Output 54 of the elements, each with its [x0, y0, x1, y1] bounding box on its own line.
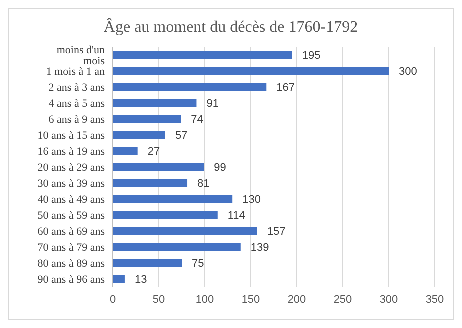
y-tick-label: 1 mois à 1 an	[46, 66, 106, 78]
x-tick-label: 250	[334, 294, 352, 306]
bar	[113, 259, 182, 267]
y-tick-label: 80 ans à 89 ans	[38, 258, 105, 270]
bar	[113, 99, 197, 107]
bar	[113, 195, 233, 203]
x-tick-label: 350	[426, 294, 444, 306]
data-label: 13	[134, 274, 148, 286]
x-tick-label: 100	[196, 294, 214, 306]
x-tick-label: 0	[110, 294, 116, 306]
data-label: 139	[250, 242, 270, 254]
x-tick-label: 300	[380, 294, 398, 306]
y-tick-label: moins d'un mois	[56, 44, 106, 68]
data-label: 27	[148, 146, 160, 158]
bar	[113, 147, 138, 155]
y-tick-label: 50 ans à 59 ans	[38, 210, 105, 222]
bar	[113, 83, 267, 91]
bar	[113, 211, 218, 219]
x-tick-label: 50	[152, 294, 166, 306]
data-label: 91	[206, 98, 219, 110]
bar	[113, 131, 166, 139]
data-label: 167	[276, 82, 295, 94]
y-tick-label: 2 ans à 3 ans	[48, 82, 105, 94]
data-label: 57	[175, 130, 188, 142]
y-tick-label: 40 ans à 49 ans	[38, 194, 105, 206]
y-tick-label: 90 ans à 96 ans	[38, 274, 105, 286]
bar	[113, 179, 188, 187]
data-label: 114	[228, 210, 246, 222]
data-label: 81	[198, 178, 210, 190]
data-label: 157	[267, 226, 286, 238]
bar	[113, 51, 292, 59]
bar	[113, 163, 204, 171]
data-label: 74	[191, 114, 204, 126]
y-tick-label: 6 ans à 9 ans	[48, 114, 105, 126]
bar	[113, 243, 241, 251]
bar	[113, 67, 389, 75]
data-label: 195	[302, 50, 321, 62]
y-tick-label: 10 ans à 15 ans	[38, 130, 105, 142]
y-tick-label: 4 ans à 5 ans	[48, 98, 105, 110]
y-tick-label: 30 ans à 39 ans	[38, 178, 105, 190]
y-tick-label: 60 ans à 69 ans	[38, 226, 105, 238]
y-tick-label: 70 ans à 79 ans	[38, 242, 105, 254]
bar	[113, 115, 182, 123]
x-tick-label: 200	[288, 294, 306, 306]
data-label: 99	[214, 162, 226, 174]
bar	[113, 275, 125, 283]
bar	[113, 227, 258, 235]
chart-title: Âge au moment du décès de 1760-1792	[102, 17, 360, 38]
y-tick-label: 20 ans à 29 ans	[38, 162, 105, 174]
data-label: 300	[399, 66, 418, 78]
y-tick-label: 16 ans à 19 ans	[38, 146, 105, 158]
data-label: 130	[242, 194, 261, 206]
x-tick-label: 150	[242, 294, 260, 306]
data-label: 75	[192, 258, 204, 270]
